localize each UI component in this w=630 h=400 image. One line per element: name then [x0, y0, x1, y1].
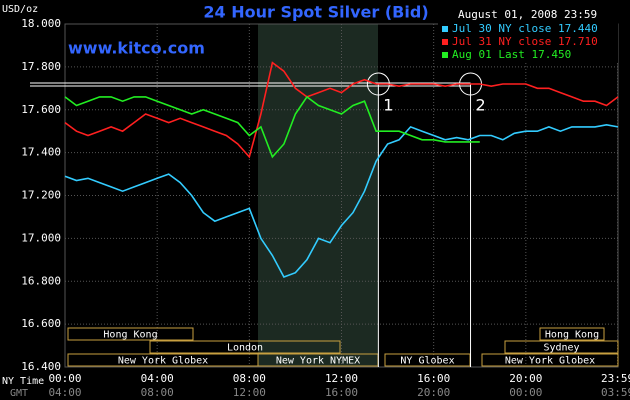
legend-box: [438, 21, 618, 63]
session-label: Hong Kong: [545, 330, 599, 341]
y-tick-label: 17.200: [21, 189, 61, 202]
session-box: [504, 340, 619, 354]
y-tick-label: 16.600: [21, 317, 61, 330]
legend-swatch: [442, 52, 448, 58]
session-box: [539, 327, 605, 341]
x-tick-label: 23:59: [601, 372, 630, 385]
annotation-label: 1: [383, 96, 393, 115]
x-tick-label: 20:00: [509, 372, 542, 385]
x2-tick-label: 00:00: [509, 386, 542, 399]
annotation-label: 2: [475, 96, 485, 115]
x2-tick-label: 03:59: [601, 386, 630, 399]
legend-swatch: [442, 39, 448, 45]
session-label: NY Globex: [400, 356, 454, 367]
session-label: Hong Kong: [103, 330, 157, 341]
series-line: [64, 123, 619, 278]
y-tick-label: 17.800: [21, 60, 61, 73]
y-tick-label: 17.000: [21, 231, 61, 244]
x2-tick-label: 12:00: [233, 386, 266, 399]
x2-tick-label: 16:00: [325, 386, 358, 399]
x-axis-label: NY Time: [2, 376, 44, 387]
y-tick-label: 17.600: [21, 103, 61, 116]
session-label: New York Globex: [118, 356, 208, 367]
x-tick-label: 00:00: [48, 372, 81, 385]
y-tick-label: 18.000: [21, 17, 61, 30]
session-box: [384, 353, 471, 367]
y-tick-label: 16.400: [21, 360, 61, 373]
series-line: [64, 61, 619, 159]
session-box: [481, 353, 619, 367]
timestamp: August 01, 2008 23:59: [458, 8, 597, 21]
x-tick-label: 08:00: [233, 372, 266, 385]
session-box: [149, 340, 341, 354]
y-tick-label: 16.800: [21, 274, 61, 287]
session-label: London: [227, 343, 263, 354]
x2-tick-label: 04:00: [48, 386, 81, 399]
y-axis-label: USD/oz: [2, 4, 38, 15]
y-tick-label: 17.400: [21, 146, 61, 159]
x-tick-label: 04:00: [141, 372, 174, 385]
legend-swatch: [442, 26, 448, 32]
chart-title: 24 Hour Spot Silver (Bid): [203, 3, 428, 22]
x2-axis-label: GMT: [10, 388, 28, 399]
session-label: New York NYMEX: [276, 356, 360, 367]
watermark: www.kitco.com: [68, 39, 205, 58]
x-tick-label: 12:00: [325, 372, 358, 385]
x-tick-label: 16:00: [417, 372, 450, 385]
legend-entry: Aug 01 Last 17.450: [452, 48, 571, 61]
x2-tick-label: 08:00: [141, 386, 174, 399]
session-label: New York Globex: [505, 356, 595, 367]
series-line: [64, 95, 480, 159]
x2-tick-label: 20:00: [417, 386, 450, 399]
legend-entry: Jul 30 NY close 17.440: [452, 22, 598, 35]
session-label: Sydney: [543, 343, 579, 354]
session-box: [67, 327, 194, 341]
legend-entry: Jul 31 NY close 17.710: [452, 35, 598, 48]
